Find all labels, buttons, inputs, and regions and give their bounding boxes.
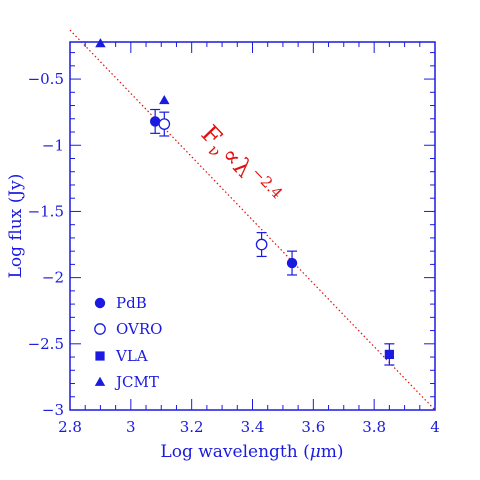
legend-marker-vla (95, 351, 105, 361)
legend-label-jcmt: JCMT (114, 373, 159, 391)
y-axis-label: Log flux (Jy) (6, 174, 26, 279)
legend-label-vla: VLA (115, 347, 148, 365)
plot-frame (69, 41, 436, 411)
legend-marker-pdb (94, 297, 106, 309)
legend-marker-jcmt (94, 376, 106, 386)
x-axis-label: Log wavelength (μm) (160, 442, 343, 462)
data-point-vla (384, 349, 394, 360)
legend-label-pdb: PdB (116, 294, 147, 312)
y-tick-label: −0.5 (28, 70, 64, 88)
y-tick-label: −2 (42, 269, 64, 287)
x-tick-label: 3 (126, 418, 136, 436)
y-tick-label: −2.5 (28, 335, 64, 353)
legend-marker-ovro (94, 323, 106, 335)
data-point-jcmt (159, 95, 170, 105)
y-tick-label: −1.5 (28, 202, 64, 220)
data-point-ovro (158, 118, 171, 130)
x-tick-label: 3.4 (241, 418, 265, 436)
data-point-ovro (255, 238, 268, 251)
x-tick-label: 3.2 (180, 418, 204, 436)
x-tick-label: 2.8 (58, 418, 82, 436)
y-tick-label: −3 (42, 401, 64, 419)
data-point-pdb (149, 116, 161, 127)
data-point-pdb (286, 257, 298, 269)
legend-label-ovro: OVRO (116, 320, 162, 338)
fit-annotation: Fν∝λ−2.4 (193, 118, 286, 213)
x-tick-label: 3.8 (362, 418, 386, 436)
x-tick-label: 3.6 (301, 418, 325, 436)
y-tick-label: −1 (42, 136, 64, 154)
x-tick-label: 4 (430, 418, 440, 436)
